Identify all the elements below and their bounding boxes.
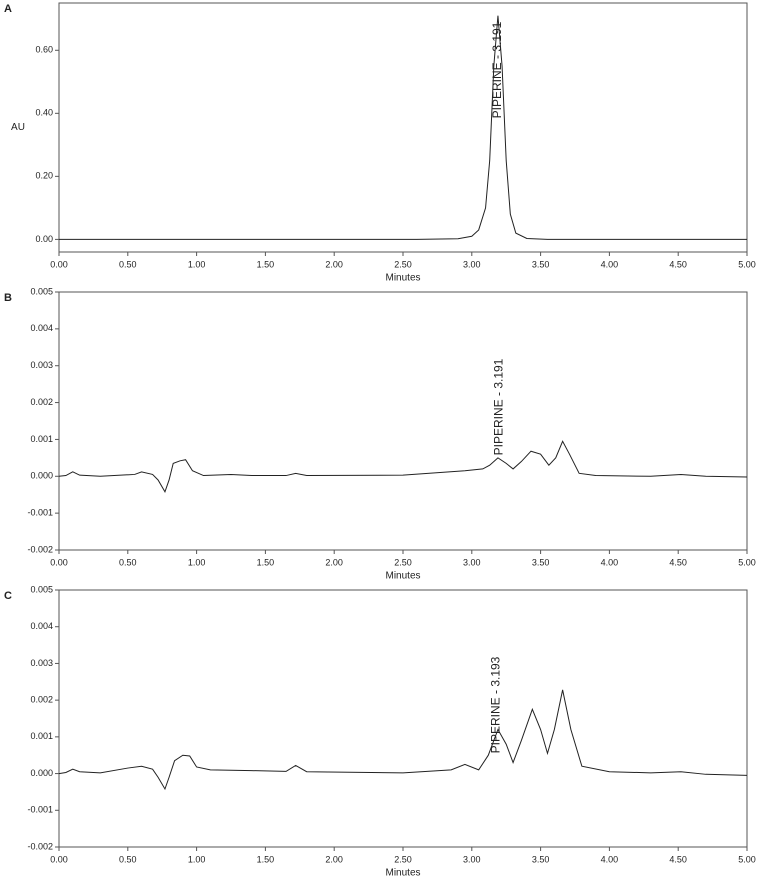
plot-frame	[58, 589, 748, 848]
x-tick-label: 2.00	[325, 259, 343, 269]
x-tick-label: 1.00	[188, 259, 206, 269]
x-tick-label: 2.00	[325, 557, 343, 567]
y-tick-label: 0.005	[30, 584, 53, 594]
peak-annotation: PIPERINE - 3.191	[491, 358, 505, 455]
x-axis-label: Minutes	[385, 868, 420, 879]
x-tick-label: 2.50	[394, 259, 412, 269]
y-tick-label: 0.003	[30, 360, 53, 370]
x-tick-label: 0.50	[119, 557, 137, 567]
x-tick-label: 3.00	[463, 854, 481, 864]
y-tick-label: 0.00	[35, 234, 53, 244]
chromatogram-line	[58, 440, 748, 493]
y-tick-label: -0.002	[27, 544, 53, 554]
x-tick-label: 2.50	[394, 854, 412, 864]
y-tick-label: -0.002	[27, 841, 53, 851]
x-tick-label: 2.50	[394, 557, 412, 567]
y-tick-label: 0.000	[30, 471, 53, 481]
x-tick-label: 5.00	[738, 854, 756, 864]
y-tick-label: 0.001	[30, 731, 53, 741]
x-axis-label: Minutes	[385, 571, 420, 582]
panel-label: B	[4, 292, 12, 304]
peak-annotation: PIPERINE - 3.191	[490, 21, 504, 118]
x-tick-label: 5.00	[738, 557, 756, 567]
x-tick-label: 4.00	[601, 854, 619, 864]
x-tick-label: 3.50	[532, 557, 550, 567]
x-tick-label: 1.50	[257, 259, 275, 269]
y-tick-label: 0.001	[30, 434, 53, 444]
x-tick-label: 3.00	[463, 557, 481, 567]
y-tick-label: 0.003	[30, 658, 53, 668]
x-tick-label: 4.50	[669, 557, 687, 567]
y-tick-label: 0.000	[30, 768, 53, 778]
panel-label: A	[4, 3, 12, 15]
plot-frame	[58, 291, 748, 551]
y-tick-label: 0.40	[35, 108, 53, 118]
x-tick-label: 4.00	[601, 259, 619, 269]
panel-label: C	[4, 590, 12, 602]
x-tick-label: 1.50	[257, 557, 275, 567]
y-tick-label: 0.002	[30, 695, 53, 705]
y-tick-label: 0.004	[30, 323, 53, 333]
x-tick-label: 1.50	[257, 854, 275, 864]
y-tick-label: 0.005	[30, 286, 53, 296]
x-tick-label: 4.00	[601, 557, 619, 567]
y-tick-label: -0.001	[27, 805, 53, 815]
y-tick-label: -0.001	[27, 508, 53, 518]
x-tick-label: 0.50	[119, 259, 137, 269]
y-tick-label: 0.002	[30, 397, 53, 407]
x-tick-label: 1.00	[188, 557, 206, 567]
y-tick-label: 0.20	[35, 171, 53, 181]
chromatogram-line	[58, 689, 748, 791]
plot-frame	[58, 2, 748, 253]
x-tick-label: 3.50	[532, 259, 550, 269]
x-tick-label: 5.00	[738, 259, 756, 269]
y-axis-label: AU	[11, 122, 25, 133]
x-tick-label: 4.50	[669, 259, 687, 269]
y-tick-label: 0.60	[35, 45, 53, 55]
x-tick-label: 0.00	[50, 557, 68, 567]
x-tick-label: 4.50	[669, 854, 687, 864]
chromatogram-line	[59, 15, 747, 240]
x-tick-label: 1.00	[188, 854, 206, 864]
peak-annotation: PIPERINE - 3.193	[489, 656, 503, 753]
x-tick-label: 2.00	[325, 854, 343, 864]
x-tick-label: 0.50	[119, 854, 137, 864]
x-tick-label: 3.50	[532, 854, 550, 864]
x-tick-label: 0.00	[50, 854, 68, 864]
x-axis-label: Minutes	[385, 273, 420, 284]
x-tick-label: 3.00	[463, 259, 481, 269]
y-tick-label: 0.004	[30, 621, 53, 631]
x-tick-label: 0.00	[50, 259, 68, 269]
